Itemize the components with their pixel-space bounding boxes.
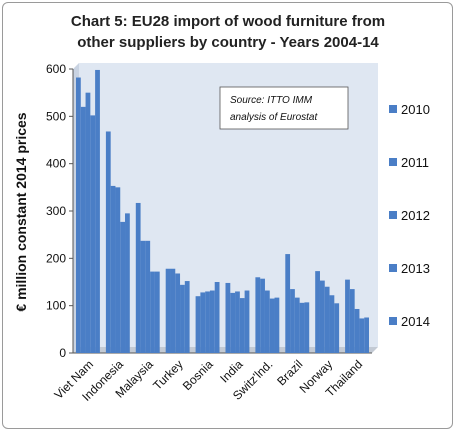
legend-label: 2011 — [401, 155, 429, 170]
bar — [110, 185, 116, 353]
bar — [184, 281, 190, 353]
bar — [170, 268, 176, 353]
bar — [80, 106, 86, 353]
x-tick-label: Bosnia — [180, 357, 216, 393]
bar — [85, 92, 91, 354]
legend-label: 2010 — [401, 102, 430, 117]
bar — [315, 271, 320, 353]
bar — [115, 187, 121, 353]
bar — [230, 292, 236, 353]
bar — [180, 284, 185, 353]
source-line-1: Source: ITTO IMM — [230, 95, 313, 106]
bar — [304, 302, 310, 353]
legend-swatch — [389, 264, 397, 272]
y-tick-label: 0 — [59, 346, 66, 360]
bar — [285, 254, 291, 353]
bar — [274, 297, 280, 353]
bar — [364, 317, 369, 353]
bar — [209, 290, 215, 353]
bar — [105, 131, 111, 353]
bar — [345, 279, 350, 353]
bar — [135, 202, 141, 353]
legend: 2010 2011 2012 2013 2014 — [389, 102, 430, 329]
legend-swatch — [389, 105, 397, 113]
bar — [175, 273, 181, 353]
bar — [235, 291, 240, 353]
bar — [329, 295, 335, 353]
bar — [214, 282, 220, 353]
bar — [150, 271, 155, 353]
bar — [349, 289, 355, 353]
y-tick-label: 500 — [46, 109, 66, 123]
bar — [165, 268, 171, 353]
bar — [125, 213, 130, 353]
bar — [154, 271, 160, 353]
y-tick-label: 600 — [46, 62, 66, 76]
legend-label: 2014 — [401, 314, 430, 329]
bar — [359, 318, 365, 353]
bar — [140, 240, 146, 353]
bar — [239, 298, 245, 353]
bar — [76, 77, 81, 354]
bar — [95, 69, 100, 354]
bar — [200, 292, 206, 353]
chart-title-line-1: Chart 5: EU28 import of wood furniture f… — [71, 13, 385, 30]
source-box — [219, 86, 349, 130]
legend-label: 2012 — [401, 208, 430, 223]
bar — [290, 289, 295, 353]
bar — [145, 240, 151, 353]
bar — [225, 282, 231, 353]
bar — [205, 291, 210, 353]
bar — [264, 290, 270, 353]
bar — [354, 308, 360, 353]
bar — [299, 302, 305, 353]
y-axis-label: € million constant 2014 prices — [13, 112, 29, 311]
legend-swatch — [389, 158, 397, 166]
source-annotation: Source: ITTO IMM analysis of Eurostat — [219, 86, 349, 130]
bar — [269, 298, 275, 353]
bar — [260, 278, 265, 353]
bar — [324, 286, 330, 353]
y-tick-label: 300 — [46, 204, 66, 218]
legend-label: 2013 — [401, 261, 430, 276]
bar — [294, 297, 300, 353]
y-tick-label: 200 — [46, 251, 66, 265]
chart-title-line-2: other suppliers by country - Years 2004-… — [77, 34, 379, 51]
bar — [255, 277, 261, 353]
legend-swatch — [389, 211, 397, 219]
x-tick-label: Turkey — [150, 357, 186, 393]
bar — [195, 296, 201, 353]
bar — [90, 115, 96, 354]
bar — [244, 290, 250, 353]
bar — [120, 221, 126, 353]
bar — [319, 280, 325, 353]
source-line-2: analysis of Eurostat — [230, 112, 318, 123]
bar — [334, 303, 340, 353]
y-tick-label: 400 — [46, 157, 66, 171]
y-tick-label: 100 — [46, 299, 66, 313]
legend-swatch — [389, 317, 397, 325]
